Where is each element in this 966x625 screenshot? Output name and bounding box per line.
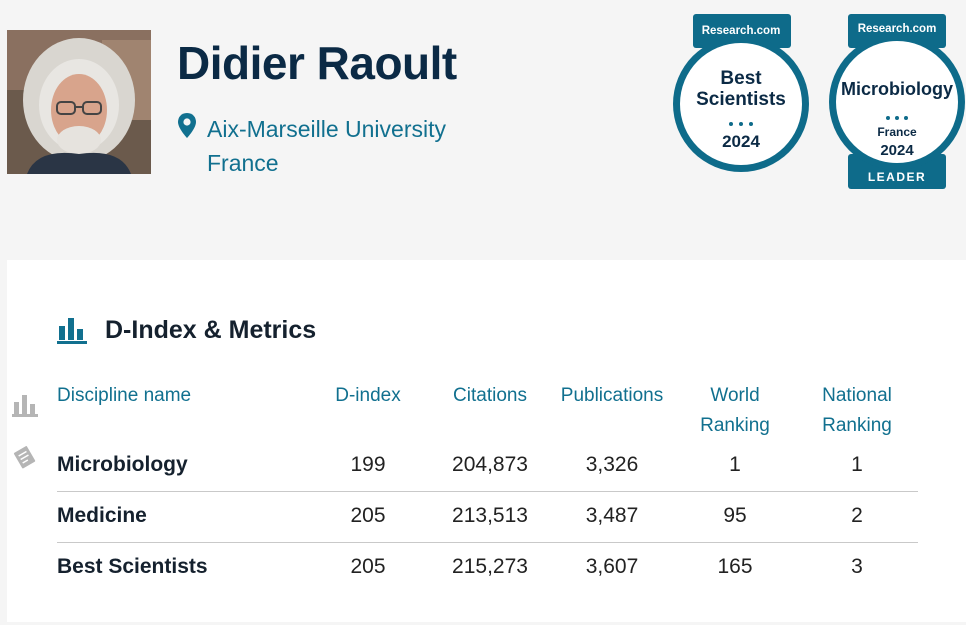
header-dindex[interactable]: D-index [335, 385, 401, 406]
header-citations[interactable]: Citations [453, 385, 527, 406]
row-world: 1 [729, 453, 741, 476]
badge-year: 2024 [880, 142, 914, 159]
header-national-line1: National [822, 385, 892, 406]
row-national: 3 [851, 555, 863, 578]
profile-name: Didier Raoult [177, 37, 457, 89]
row-publications: 3,326 [585, 453, 639, 476]
badge-brand: Research.com [858, 23, 937, 35]
badge-line2: Scientists [696, 89, 786, 110]
row-divider [57, 542, 918, 543]
row-dindex: 205 [350, 504, 386, 527]
bar-chart-icon [57, 316, 87, 344]
badge-title: Microbiology [841, 79, 953, 99]
badge-brand: Research.com [702, 25, 781, 37]
microbiology-leader-badge[interactable]: Research.com Microbiology France 2024 LE… [828, 14, 966, 190]
map-pin-icon [176, 112, 198, 140]
metrics-title: D-Index & Metrics [105, 316, 317, 344]
row-dindex: 199 [350, 453, 386, 476]
institution-link[interactable]: Aix-Marseille University [207, 116, 446, 142]
header-publications[interactable]: Publications [560, 385, 664, 406]
row-discipline[interactable]: Best Scientists [57, 555, 208, 578]
header-world-ranking[interactable]: World Ranking [685, 381, 785, 441]
side-papers-icon[interactable] [12, 444, 38, 470]
row-discipline[interactable]: Microbiology [57, 453, 188, 476]
row-publications: 3,607 [585, 555, 639, 578]
row-citations: 213,513 [452, 504, 528, 527]
row-publications: 3,487 [585, 504, 639, 527]
badge-year: 2024 [722, 132, 760, 151]
header-discipline[interactable]: Discipline name [57, 385, 192, 406]
badge-region: France [877, 125, 917, 139]
row-citations: 215,273 [452, 555, 528, 578]
header-national-line2: Ranking [822, 415, 892, 436]
metrics-card [7, 260, 966, 622]
affiliation: Aix-Marseille University France [207, 112, 446, 180]
avatar [7, 30, 151, 174]
row-dindex: 205 [350, 555, 386, 578]
row-world: 95 [723, 504, 747, 527]
header-world-line2: Ranking [700, 415, 770, 436]
header-national-ranking[interactable]: National Ranking [807, 381, 907, 441]
country-link[interactable]: France [207, 150, 279, 176]
badge-line1: Best [720, 68, 762, 89]
header-world-line1: World [710, 385, 760, 406]
row-national: 2 [851, 504, 863, 527]
profile-header: Didier Raoult Aix-Marseille University F… [0, 0, 966, 260]
badge-label: LEADER [868, 170, 926, 184]
row-discipline[interactable]: Medicine [57, 504, 147, 527]
row-national: 1 [851, 453, 863, 476]
row-divider [57, 491, 918, 492]
side-bar-chart-icon[interactable] [12, 392, 38, 418]
best-scientists-badge[interactable]: Research.com Best Scientists 2024 [671, 14, 811, 174]
row-citations: 204,873 [452, 453, 528, 476]
row-world: 165 [717, 555, 753, 578]
